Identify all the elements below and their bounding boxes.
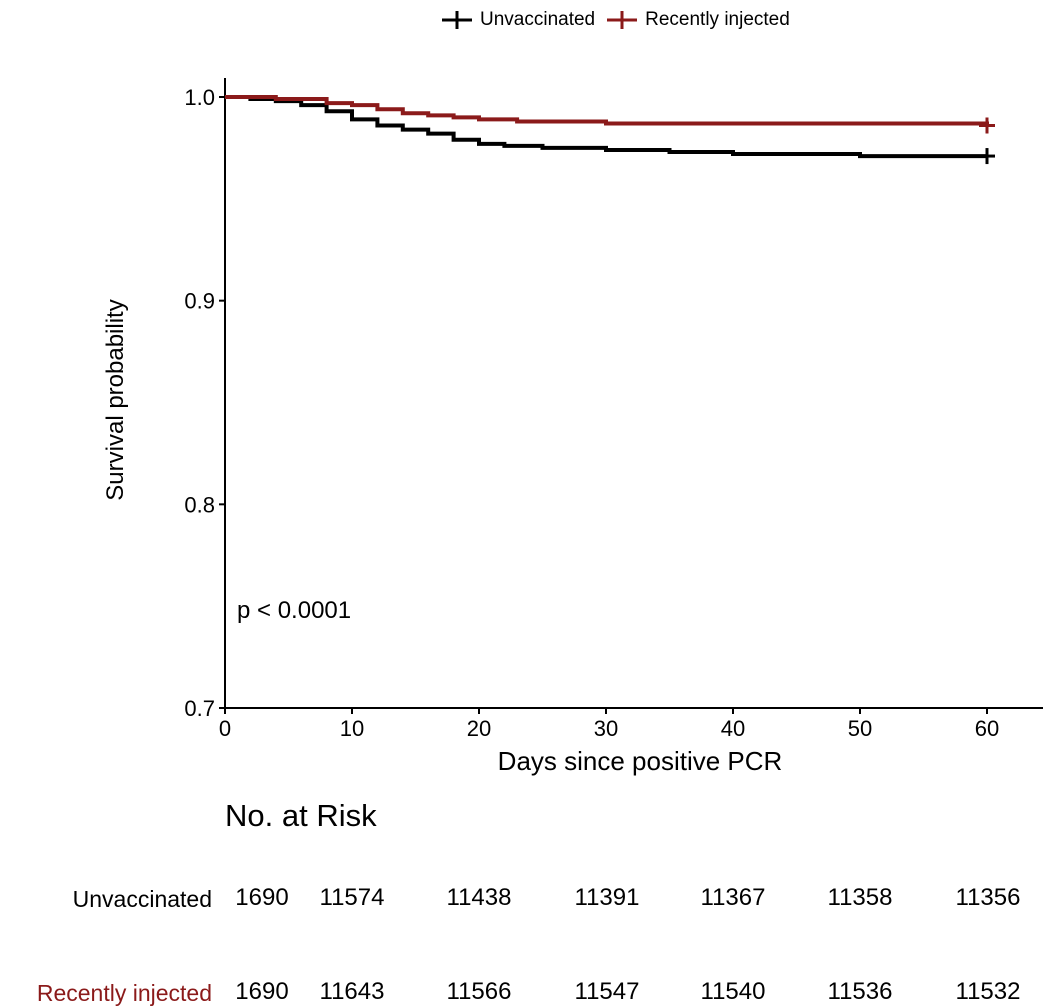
- y-axis-title: Survival probability: [102, 299, 129, 500]
- x-tick-label: 0: [219, 716, 231, 741]
- risk-cell: 11536: [827, 978, 893, 1005]
- legend-swatch-recently-injected: [607, 11, 638, 29]
- x-tick-label: 10: [340, 716, 364, 741]
- risk-cell: 11643: [319, 978, 385, 1005]
- risk-cell: 11358: [827, 884, 893, 911]
- x-tick-label: 40: [721, 716, 745, 741]
- risk-cell: 11367: [700, 884, 766, 911]
- x-tick-label: 30: [594, 716, 618, 741]
- risk-cell: 1690: [235, 884, 289, 911]
- risk-cell: 11566: [446, 978, 512, 1005]
- survival-chart: 0.7 0.8 0.9 1.0 0 10 20 30 40 50 60 Days since posi…: [102, 78, 1043, 776]
- risk-cell: 11532: [955, 978, 1021, 1005]
- y-tick-label: 0.8: [184, 492, 215, 517]
- risk-cell: 11574: [319, 884, 385, 911]
- risk-cell: 11438: [446, 884, 512, 911]
- x-tick-label: 60: [975, 716, 999, 741]
- y-tick-label: 0.9: [184, 289, 215, 314]
- legend-item-recently-injected: Recently injected: [605, 6, 790, 34]
- series-line-recently-injected: [225, 95, 989, 126]
- risk-cell: 11547: [574, 978, 640, 1005]
- legend-label-unvaccinated: Unvaccinated: [480, 9, 596, 30]
- risk-cell: 11540: [700, 978, 766, 1005]
- legend: Unvaccinated Recently injected: [440, 6, 800, 34]
- legend-swatch-unvaccinated: [442, 11, 472, 29]
- y-tick-label: 0.7: [184, 696, 215, 721]
- legend-item-unvaccinated: Unvaccinated: [440, 6, 595, 34]
- x-tick-label: 20: [467, 716, 491, 741]
- risk-cell: 11391: [574, 884, 640, 911]
- x-tick-label: 50: [848, 716, 872, 741]
- legend-label-recently-injected: Recently injected: [645, 9, 790, 30]
- risk-cell: 11356: [955, 884, 1021, 911]
- risk-table-title: No. at Risk: [225, 798, 377, 833]
- risk-cell: 1690: [235, 978, 289, 1005]
- x-axis-title: Days since positive PCR: [498, 746, 783, 776]
- risk-row-label: Unvaccinated: [72, 886, 212, 912]
- risk-row-label: Recently injected: [36, 980, 212, 1006]
- p-value-annotation: p < 0.0001: [237, 597, 351, 624]
- series-line-unvaccinated: [225, 95, 987, 159]
- y-tick-label: 1.0: [184, 85, 215, 110]
